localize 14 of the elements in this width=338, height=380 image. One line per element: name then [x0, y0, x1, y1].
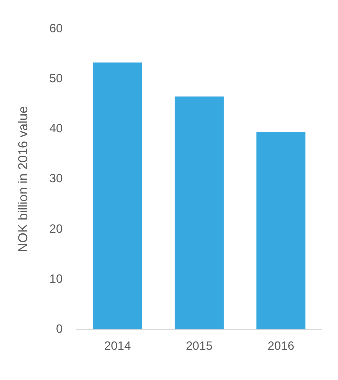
- y-tick-label: 60: [50, 22, 64, 36]
- x-tick-label: 2014: [104, 339, 132, 354]
- y-tick-label: 20: [50, 222, 64, 236]
- bar: [93, 62, 142, 330]
- x-tick-label: 2016: [268, 339, 295, 354]
- bar: [256, 132, 306, 330]
- y-tick-label: 40: [50, 122, 64, 136]
- y-tick-label: 0: [56, 322, 64, 336]
- y-tick-label: 50: [50, 72, 64, 86]
- bar: [174, 96, 224, 330]
- y-tick-label: 10: [50, 272, 64, 286]
- y-tick-label: 30: [50, 172, 64, 186]
- x-tick-label: 2015: [186, 339, 214, 354]
- y-axis-title: NOK billion in 2016 value: [15, 106, 30, 252]
